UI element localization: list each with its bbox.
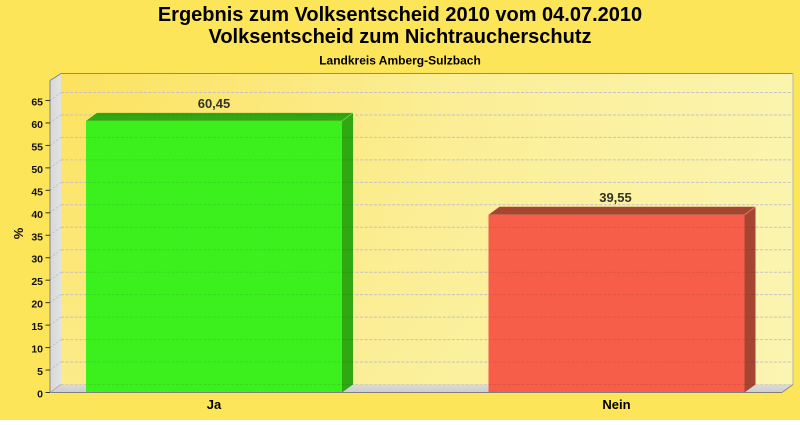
svg-text:50: 50	[31, 164, 43, 176]
svg-text:39,55: 39,55	[599, 190, 632, 205]
svg-text:5: 5	[37, 366, 43, 378]
svg-text:60: 60	[31, 119, 43, 131]
svg-text:55: 55	[31, 141, 43, 153]
svg-text:10: 10	[31, 344, 43, 356]
svg-text:Landkreis Amberg-Sulzbach: Landkreis Amberg-Sulzbach	[319, 53, 481, 67]
svg-text:65: 65	[31, 97, 43, 109]
svg-text:20: 20	[31, 299, 43, 311]
svg-text:15: 15	[31, 321, 43, 333]
svg-text:25: 25	[31, 276, 43, 288]
svg-text:30: 30	[31, 254, 43, 266]
svg-text:%: %	[11, 227, 26, 239]
svg-text:Volksentscheid zum Nichtrauche: Volksentscheid zum Nichtraucherschutz	[208, 26, 591, 48]
svg-text:Ja: Ja	[207, 397, 222, 412]
svg-text:60,45: 60,45	[198, 96, 231, 111]
svg-text:Ergebnis zum Volksentscheid 20: Ergebnis zum Volksentscheid 2010 vom 04.…	[158, 4, 642, 26]
svg-text:40: 40	[31, 209, 43, 221]
svg-text:0: 0	[37, 389, 43, 401]
svg-text:Nein: Nein	[602, 397, 630, 412]
svg-text:45: 45	[31, 186, 43, 198]
svg-text:35: 35	[31, 231, 43, 243]
